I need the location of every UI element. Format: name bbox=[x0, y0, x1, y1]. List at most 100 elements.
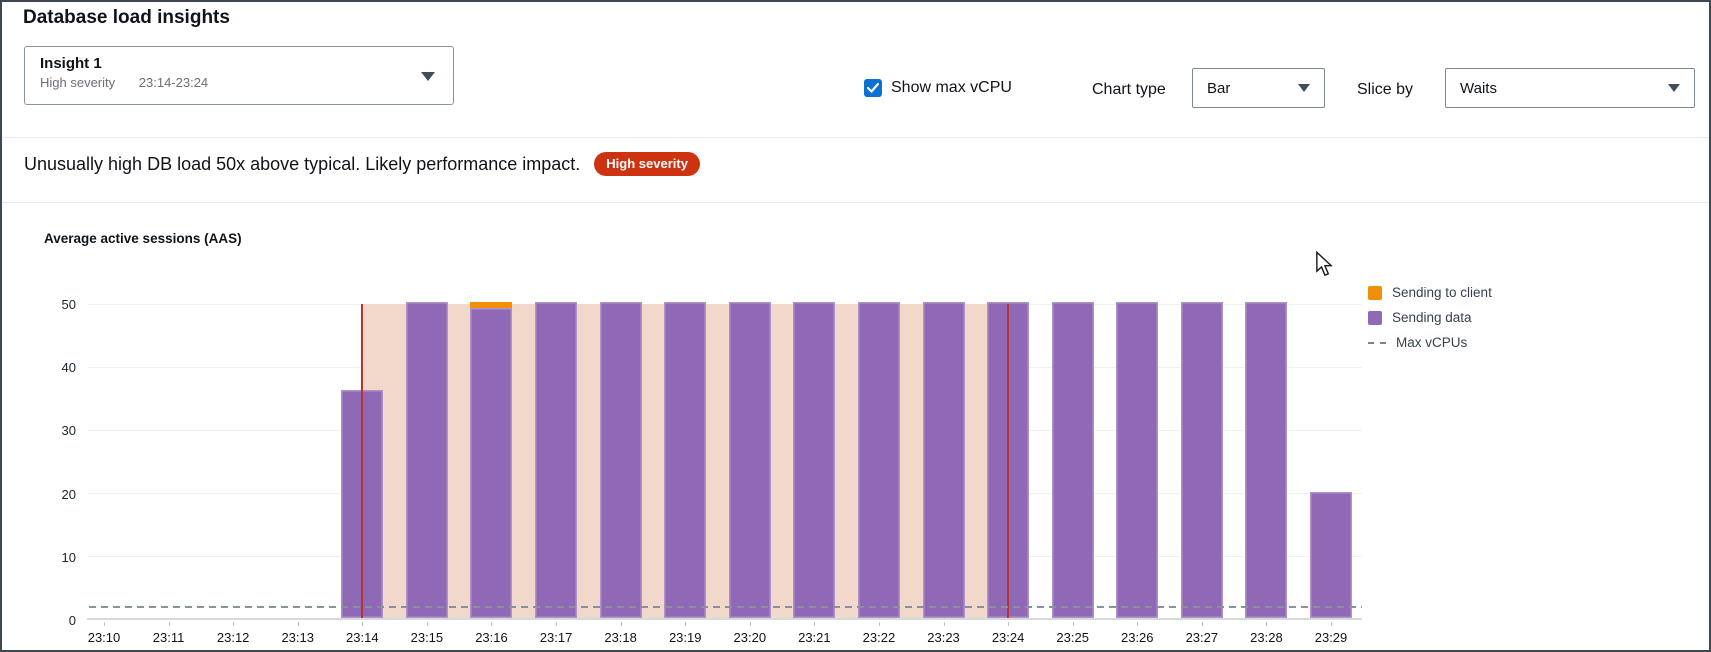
slice-by-select[interactable]: Waits bbox=[1445, 68, 1695, 108]
x-axis-tick-label: 23:17 bbox=[539, 630, 573, 645]
max-vcpus-line bbox=[89, 606, 1362, 609]
bar-sending-data bbox=[535, 302, 578, 618]
x-axis-tick bbox=[1008, 622, 1010, 626]
x-axis-tick bbox=[878, 622, 880, 626]
bar-sending-data bbox=[1116, 302, 1159, 618]
insight-name: Insight 1 bbox=[40, 55, 102, 72]
x-axis-tick-label: 23:29 bbox=[1314, 630, 1348, 645]
alert-message: Unusually high DB load 50x above typical… bbox=[24, 153, 581, 174]
legend-item: Sending to client bbox=[1368, 280, 1492, 305]
legend-label: Sending to client bbox=[1392, 285, 1492, 300]
bar-sending-data bbox=[728, 302, 771, 618]
x-axis-tick-label: 23:12 bbox=[216, 630, 250, 645]
dashed-line-icon bbox=[1368, 341, 1386, 344]
bar-sending-data bbox=[857, 302, 900, 618]
x-axis-tick bbox=[491, 622, 493, 626]
x-axis-tick-label: 23:24 bbox=[991, 630, 1025, 645]
bar-sending-data bbox=[793, 302, 836, 618]
bar-sending-data bbox=[1245, 302, 1288, 618]
x-axis-tick bbox=[362, 622, 364, 626]
x-axis-tick-label: 23:19 bbox=[668, 630, 702, 645]
legend-label: Max vCPUs bbox=[1396, 335, 1468, 350]
x-axis-tick bbox=[168, 622, 170, 626]
x-axis-tick-label: 23:23 bbox=[927, 630, 960, 645]
x-axis-tick bbox=[426, 622, 428, 626]
checkbox-checked-icon bbox=[864, 79, 882, 97]
y-axis-tick-label: 30 bbox=[61, 423, 76, 439]
severity-badge: High severity bbox=[594, 152, 700, 176]
x-axis-tick-label: 23:16 bbox=[475, 630, 508, 645]
insight-boundary-line bbox=[361, 304, 364, 618]
x-axis-tick-label: 23:27 bbox=[1185, 630, 1219, 645]
x-axis-tick bbox=[749, 622, 751, 626]
y-axis-tick-label: 0 bbox=[68, 613, 76, 628]
insight-severity: High severity bbox=[40, 75, 116, 90]
chevron-down-icon bbox=[421, 72, 435, 81]
x-axis-tick-label: 23:20 bbox=[733, 630, 767, 645]
bar-sending-data bbox=[664, 302, 707, 618]
x-axis-tick bbox=[556, 622, 558, 626]
x-axis-tick bbox=[297, 622, 299, 626]
x-axis-tick bbox=[814, 622, 816, 626]
bar-sending-data bbox=[1310, 491, 1353, 618]
insight-alert: Unusually high DB load 50x above typical… bbox=[24, 152, 700, 176]
legend-item: Sending data bbox=[1368, 305, 1492, 330]
x-axis-tick bbox=[943, 622, 945, 626]
chevron-down-icon bbox=[1668, 84, 1680, 92]
insight-selector-dropdown[interactable]: Insight 1 High severity 23:14-23:24 bbox=[24, 46, 454, 105]
slice-by-label: Slice by bbox=[1357, 81, 1414, 98]
bar-sending-to-client bbox=[470, 302, 513, 309]
x-axis-tick-label: 23:28 bbox=[1250, 630, 1283, 645]
legend-swatch-icon bbox=[1368, 285, 1382, 300]
chart-legend: Sending to client Sending data Max vCPUs bbox=[1368, 280, 1492, 355]
x-axis: 23:10 23:11 23:12 23:13 23:14 23:15 23:16 23:17… bbox=[87, 622, 1362, 650]
chart-type-label: Chart type bbox=[1092, 81, 1166, 98]
x-axis-tick-label: 23:26 bbox=[1120, 630, 1154, 645]
divider bbox=[2, 202, 1709, 203]
x-axis-tick-label: 23:22 bbox=[862, 630, 896, 645]
x-axis-tick-label: 23:15 bbox=[410, 630, 444, 645]
legend-swatch-icon bbox=[1368, 310, 1382, 325]
x-axis-tick bbox=[1266, 622, 1268, 626]
bar-sending-data bbox=[405, 302, 448, 618]
x-axis-tick-label: 23:10 bbox=[87, 630, 121, 645]
x-axis-tick bbox=[1072, 622, 1074, 626]
x-axis-tick bbox=[1331, 622, 1333, 626]
x-axis-tick bbox=[233, 622, 235, 626]
y-axis-tick-label: 40 bbox=[61, 360, 76, 376]
bar-sending-data bbox=[1051, 302, 1094, 618]
legend-item: Max vCPUs bbox=[1368, 330, 1492, 355]
divider bbox=[2, 137, 1709, 138]
plot-area bbox=[87, 302, 1362, 620]
show-max-vcpu-label: Show max vCPU bbox=[891, 79, 1012, 96]
x-axis-tick-label: 23:18 bbox=[604, 630, 637, 645]
x-axis-tick bbox=[104, 622, 105, 626]
y-axis-tick-label: 20 bbox=[61, 486, 76, 502]
chevron-down-icon bbox=[1298, 84, 1310, 92]
x-axis-tick-label: 23:11 bbox=[152, 630, 185, 645]
x-axis-tick-label: 23:25 bbox=[1056, 630, 1089, 645]
mouse-cursor-icon bbox=[1316, 251, 1333, 277]
page-title: Database load insights bbox=[23, 7, 230, 28]
chart-type-select[interactable]: Bar bbox=[1192, 68, 1325, 108]
chart-title: Average active sessions (AAS) bbox=[44, 231, 242, 246]
slice-by-value: Waits bbox=[1460, 79, 1497, 97]
bar-sending-data bbox=[599, 302, 642, 618]
x-axis-tick-label: 23:13 bbox=[281, 630, 314, 645]
y-axis-tick-label: 50 bbox=[61, 297, 76, 312]
x-axis-tick bbox=[685, 622, 687, 626]
x-axis-tick bbox=[1201, 622, 1203, 626]
insight-time-range: 23:14-23:24 bbox=[138, 75, 209, 90]
legend-label: Sending data bbox=[1392, 310, 1472, 325]
show-max-vcpu-checkbox[interactable]: Show max vCPU bbox=[864, 79, 1012, 97]
x-axis-tick bbox=[620, 622, 622, 626]
bar-sending-data bbox=[922, 302, 965, 618]
bar-sending-data bbox=[1180, 302, 1223, 618]
chart-type-value: Bar bbox=[1207, 79, 1231, 97]
y-axis-tick-label: 10 bbox=[61, 549, 76, 565]
insight-boundary-line bbox=[1007, 304, 1010, 618]
x-axis-tick bbox=[1137, 622, 1139, 626]
bar-sending-data bbox=[470, 308, 513, 618]
x-axis-tick-label: 23:14 bbox=[346, 630, 379, 645]
